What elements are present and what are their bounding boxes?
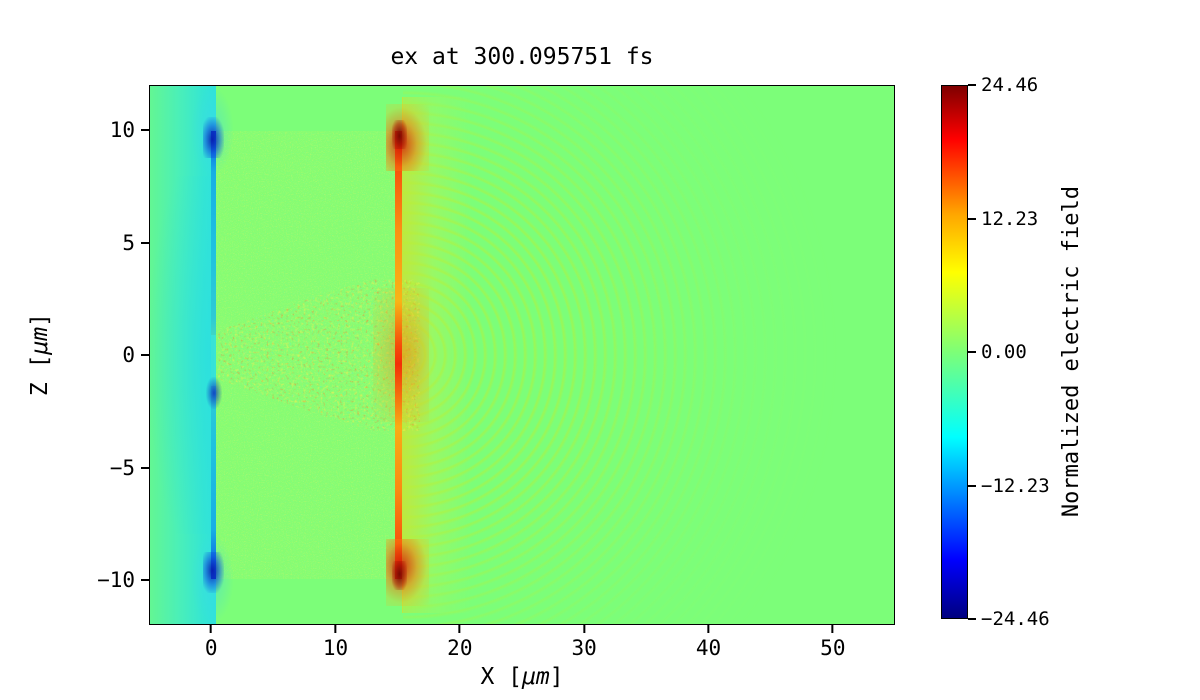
blue-tip-top	[203, 117, 225, 158]
wavefront-ripple-fade	[402, 86, 894, 624]
z-tick-5: 5	[122, 231, 149, 255]
colorbar-label: Normalized electric field	[1052, 85, 1090, 619]
colorbar-label-text: Normalized electric field	[1058, 186, 1084, 518]
x-axis: 0 10 20 30 40 50	[149, 625, 895, 685]
z-axis-label-close: ]	[27, 313, 53, 328]
z-axis-unit: μm	[27, 327, 53, 355]
x-axis-label-close: ]	[549, 664, 564, 690]
x-tick-50: 50	[820, 625, 845, 660]
dark-red-tip-bottom	[391, 561, 407, 591]
x-axis-label-text: X [	[480, 664, 522, 690]
blue-tip-bottom	[203, 552, 225, 593]
x-axis-label: X [μm]	[149, 664, 895, 690]
plot-title: ex at 300.095751 fs	[390, 44, 654, 70]
colorbar-tick-0: 0.00	[968, 341, 1027, 363]
z-axis: 10 5 0 −5 −10	[0, 85, 149, 625]
colorbar-tick--24.46: −24.46	[968, 608, 1050, 630]
sheath-line-positive	[394, 130, 403, 580]
z-axis-label: Z [μm]	[22, 85, 58, 625]
x-axis-unit: μm	[521, 664, 550, 690]
dark-red-tip-top	[391, 119, 407, 149]
x-tick-10: 10	[323, 625, 348, 660]
z-tick-0: 0	[122, 343, 149, 367]
colorbar	[941, 85, 968, 619]
sheath-line-negative-lower	[210, 386, 217, 580]
x-tick-20: 20	[447, 625, 472, 660]
x-tick-0: 0	[205, 625, 217, 660]
plot-area	[149, 85, 895, 625]
colorbar-tick--12.23: −12.23	[968, 475, 1050, 497]
x-tick-30: 30	[572, 625, 597, 660]
z-tick-10: 10	[110, 118, 149, 142]
colorbar-ticks: 24.46 12.23 0.00 −12.23 −24.46	[968, 74, 1128, 630]
colorbar-tick-24.46: 24.46	[968, 74, 1038, 96]
colorbar-tick-12.23: 12.23	[968, 208, 1038, 230]
sheath-line-negative-upper	[210, 130, 217, 335]
z-tick--10: −10	[97, 568, 149, 592]
sheath-gap-remnant	[210, 334, 216, 387]
x-tick-40: 40	[696, 625, 721, 660]
z-tick--5: −5	[110, 456, 149, 480]
z-axis-label-text: Z [	[27, 355, 53, 397]
vacuum-left-cyan-glow	[150, 175, 215, 535]
blue-gap-blob	[205, 377, 222, 409]
